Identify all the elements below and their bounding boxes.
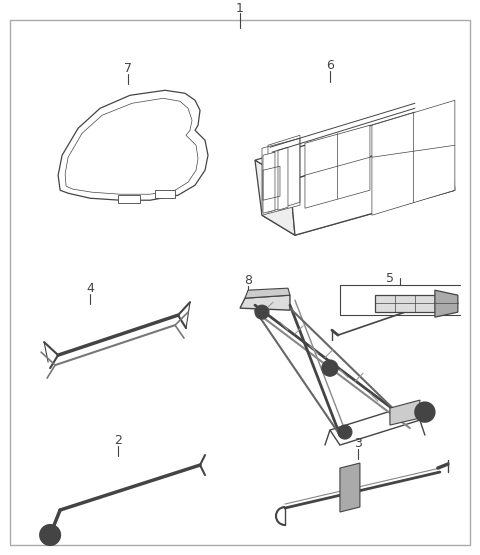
Circle shape — [326, 364, 334, 372]
Circle shape — [322, 360, 338, 376]
Circle shape — [255, 305, 269, 319]
Text: 4: 4 — [86, 282, 94, 295]
Polygon shape — [240, 295, 290, 310]
Polygon shape — [155, 190, 175, 198]
Polygon shape — [375, 295, 435, 312]
Circle shape — [40, 525, 60, 545]
Polygon shape — [245, 288, 290, 298]
Circle shape — [342, 429, 348, 435]
Polygon shape — [118, 195, 140, 203]
Polygon shape — [340, 463, 360, 512]
Polygon shape — [330, 405, 420, 445]
Text: 5: 5 — [386, 271, 394, 285]
Polygon shape — [372, 100, 455, 215]
Polygon shape — [305, 125, 370, 208]
Text: 1: 1 — [236, 2, 244, 15]
Polygon shape — [390, 400, 420, 425]
Text: 3: 3 — [354, 437, 362, 450]
Circle shape — [420, 407, 430, 417]
Polygon shape — [435, 290, 458, 317]
Polygon shape — [255, 112, 450, 180]
Polygon shape — [58, 90, 208, 200]
Polygon shape — [263, 152, 275, 213]
Polygon shape — [278, 147, 288, 210]
Text: 7: 7 — [124, 62, 132, 75]
Text: 8: 8 — [244, 274, 252, 287]
Text: 2: 2 — [114, 433, 122, 447]
Circle shape — [259, 309, 265, 315]
Text: 6: 6 — [326, 59, 334, 72]
Polygon shape — [262, 138, 300, 215]
Polygon shape — [262, 170, 455, 235]
Circle shape — [415, 402, 435, 422]
Polygon shape — [290, 133, 455, 235]
Polygon shape — [255, 160, 295, 235]
Circle shape — [338, 425, 352, 439]
Circle shape — [45, 530, 55, 540]
